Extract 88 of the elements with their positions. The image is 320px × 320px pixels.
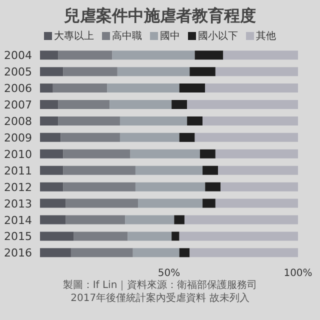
bar <box>40 100 58 110</box>
y-tick-label: 2006 <box>4 82 32 96</box>
bar <box>215 198 298 208</box>
bar <box>200 149 216 158</box>
bar <box>132 248 180 258</box>
bar <box>120 132 180 142</box>
bar <box>202 116 298 126</box>
bar <box>107 84 180 93</box>
legend-label: 國小以下 <box>197 30 238 43</box>
bar <box>135 182 206 192</box>
bar <box>40 50 58 60</box>
bar <box>187 100 298 110</box>
y-tick-label: 2009 <box>4 131 32 144</box>
bar <box>128 232 172 241</box>
bar <box>40 215 66 224</box>
bar <box>58 116 120 126</box>
bar <box>66 198 138 208</box>
bar <box>179 232 298 241</box>
bar <box>40 149 64 158</box>
bar <box>220 182 298 192</box>
bar <box>40 166 64 175</box>
bar <box>190 67 216 76</box>
bar <box>40 248 71 258</box>
y-tick-label: 2011 <box>4 164 32 178</box>
bar <box>66 215 126 224</box>
legend-label: 大專以上 <box>53 30 94 43</box>
bar <box>218 166 298 175</box>
y-tick-label: 2015 <box>4 230 32 244</box>
bar <box>205 84 298 93</box>
bar <box>215 149 298 158</box>
bar <box>190 248 298 258</box>
bar <box>130 149 200 158</box>
y-tick-label: 2004 <box>4 49 32 62</box>
x-tick-label: 50% <box>158 268 180 280</box>
y-tick-label: 2014 <box>4 214 32 227</box>
bar <box>40 232 74 241</box>
bar <box>194 132 298 142</box>
bar <box>172 232 180 241</box>
bar <box>120 116 188 126</box>
bar <box>70 248 133 258</box>
bar <box>40 67 64 76</box>
x-tick-label: 100% <box>284 268 312 280</box>
bar <box>174 215 184 224</box>
bar <box>202 166 218 175</box>
bar <box>40 116 58 126</box>
bar <box>179 132 195 142</box>
bar <box>223 50 298 60</box>
bar <box>63 67 118 76</box>
bar <box>63 166 136 175</box>
bar <box>60 132 120 142</box>
bar <box>138 198 203 208</box>
y-tick-label: 2016 <box>4 246 32 260</box>
chart-title: 兒虐案件中施虐者教育程度 <box>63 6 257 27</box>
bar <box>52 84 108 93</box>
y-tick-label: 2007 <box>4 98 32 112</box>
y-tick-label: 2008 <box>4 114 32 128</box>
bar <box>172 100 188 110</box>
bar <box>135 166 203 175</box>
legend-label: 其他 <box>255 30 276 43</box>
bar <box>184 215 298 224</box>
legend-label: 國中 <box>159 30 180 43</box>
bar <box>117 67 190 76</box>
bar <box>110 100 172 110</box>
bar <box>40 198 66 208</box>
bar <box>179 248 190 258</box>
y-tick-label: 2013 <box>4 197 32 210</box>
bar <box>40 84 53 93</box>
bar <box>202 198 216 208</box>
bar <box>194 50 224 60</box>
bar <box>58 100 110 110</box>
bar <box>40 132 61 142</box>
legend-label: 高中職 <box>111 30 142 43</box>
bar <box>205 182 221 192</box>
bar <box>179 84 206 93</box>
text: 製圖：If Lin｜資料來源：衛福部保護服務司 <box>62 279 258 292</box>
bar <box>215 67 298 76</box>
bar <box>63 149 130 158</box>
y-tick-label: 2010 <box>4 148 32 161</box>
bar <box>187 116 203 126</box>
bar <box>74 232 128 241</box>
y-tick-label: 2005 <box>4 66 32 79</box>
text: 2017年後僅統計案內受虐資料 故未列入 <box>70 292 250 305</box>
bar <box>63 182 136 192</box>
bar <box>58 50 112 60</box>
bar <box>112 50 195 60</box>
bar <box>40 182 64 192</box>
y-tick-label: 2012 <box>4 180 32 194</box>
bar <box>125 215 174 224</box>
